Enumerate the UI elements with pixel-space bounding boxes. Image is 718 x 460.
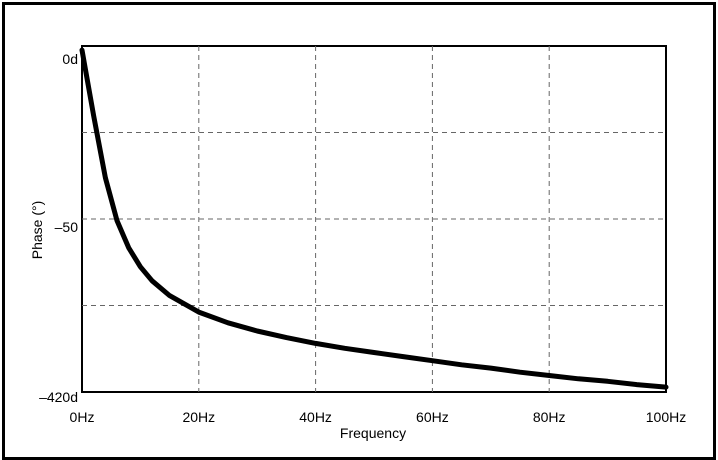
tick-labels: 0Hz 20Hz 40Hz 60Hz 80Hz 100Hz 0d –50 –420d	[39, 51, 686, 425]
data-point	[81, 49, 83, 51]
x-tick-label: 40Hz	[299, 409, 332, 425]
data-point	[519, 371, 521, 374]
x-tick-label: 0Hz	[70, 409, 95, 425]
data-point	[577, 378, 580, 380]
data-point	[548, 374, 550, 377]
data-point	[227, 322, 229, 324]
data-point	[139, 266, 142, 268]
x-tick-label: 100Hz	[646, 409, 686, 425]
data-point	[168, 294, 171, 297]
data-point	[104, 177, 107, 179]
data-point	[636, 383, 638, 386]
y-tick-label: –50	[55, 219, 79, 235]
y-axis-title: Phase (°)	[29, 201, 45, 260]
data-point	[314, 342, 317, 345]
data-point	[665, 386, 667, 388]
series-group	[79, 47, 669, 390]
data-point	[460, 364, 463, 366]
data-point	[92, 115, 95, 117]
data-point	[285, 336, 288, 339]
data-point	[373, 351, 375, 354]
y-tick-label: 0d	[62, 51, 78, 67]
data-point	[256, 330, 259, 332]
x-tick-label: 20Hz	[182, 409, 215, 425]
data-point	[606, 380, 609, 383]
x-tick-label: 80Hz	[533, 409, 566, 425]
x-axis-title: Frequency	[340, 425, 406, 441]
x-tick-label: 60Hz	[416, 409, 449, 425]
y-tick-label: –420d	[39, 389, 78, 405]
data-point	[431, 359, 434, 362]
grid	[82, 46, 666, 392]
data-point	[151, 280, 153, 282]
data-point	[127, 247, 130, 249]
data-point	[198, 311, 200, 313]
data-point	[490, 367, 492, 369]
data-point	[402, 355, 405, 358]
data-point	[116, 219, 118, 222]
data-point	[344, 347, 346, 350]
